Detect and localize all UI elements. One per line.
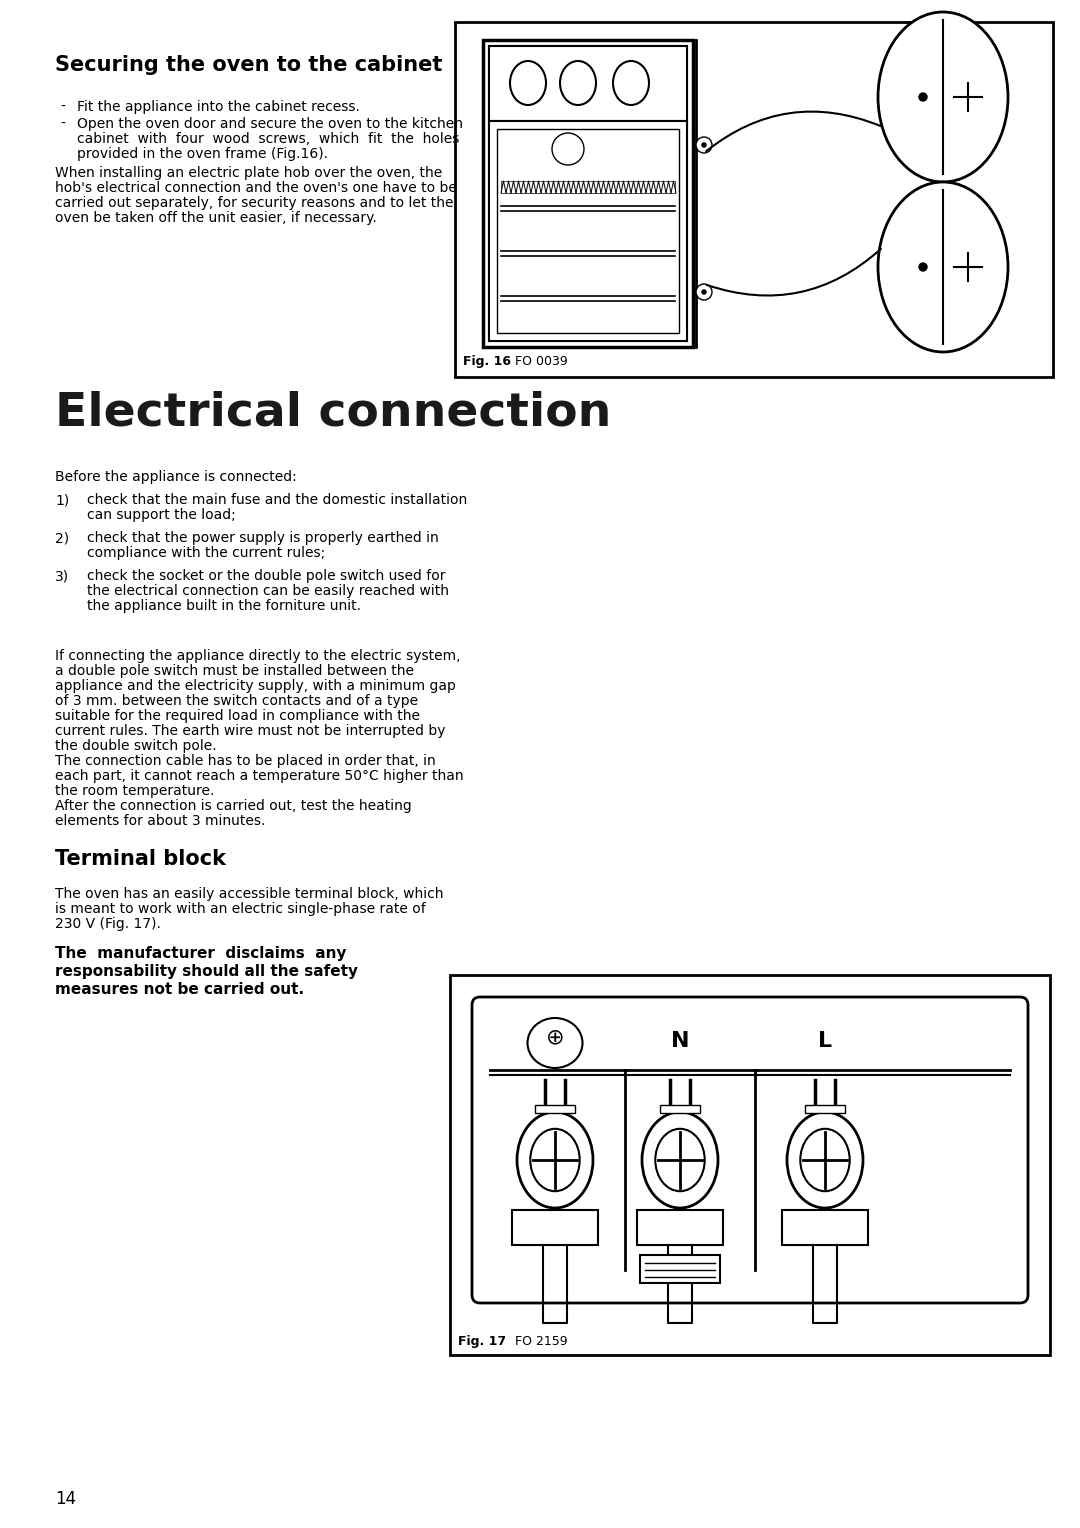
Text: The oven has an easily accessible terminal block, which: The oven has an easily accessible termin… xyxy=(55,886,444,902)
Bar xyxy=(489,46,687,341)
Text: After the connection is carried out, test the heating: After the connection is carried out, tes… xyxy=(55,799,411,813)
Bar xyxy=(640,1254,720,1284)
Text: the appliance built in the forniture unit.: the appliance built in the forniture uni… xyxy=(87,599,361,613)
Text: Fig. 17: Fig. 17 xyxy=(458,1335,507,1348)
Text: Open the oven door and secure the oven to the kitchen: Open the oven door and secure the oven t… xyxy=(77,118,463,131)
Ellipse shape xyxy=(561,61,596,105)
Text: 2): 2) xyxy=(55,532,69,545)
Text: -: - xyxy=(60,118,65,131)
Text: the electrical connection can be easily reached with: the electrical connection can be easily … xyxy=(87,584,449,597)
Bar xyxy=(455,21,1053,377)
Text: responsability should all the safety: responsability should all the safety xyxy=(55,964,357,979)
Text: -: - xyxy=(60,99,65,115)
Ellipse shape xyxy=(787,1112,863,1209)
Circle shape xyxy=(696,138,712,153)
Circle shape xyxy=(552,133,584,165)
Text: When installing an electric plate hob over the oven, the: When installing an electric plate hob ov… xyxy=(55,167,442,180)
Bar xyxy=(497,128,679,333)
Text: carried out separately, for security reasons and to let the: carried out separately, for security rea… xyxy=(55,196,454,209)
Text: each part, it cannot reach a temperature 50°C higher than: each part, it cannot reach a temperature… xyxy=(55,769,463,782)
Bar xyxy=(805,1105,845,1112)
Ellipse shape xyxy=(800,1129,850,1192)
Bar xyxy=(483,40,693,347)
Text: Before the appliance is connected:: Before the appliance is connected: xyxy=(55,471,297,484)
Circle shape xyxy=(702,290,706,293)
Bar xyxy=(450,975,1050,1355)
Text: appliance and the electricity supply, with a minimum gap: appliance and the electricity supply, wi… xyxy=(55,678,456,694)
Text: If connecting the appliance directly to the electric system,: If connecting the appliance directly to … xyxy=(55,649,460,663)
Bar xyxy=(660,1105,700,1112)
Text: a double pole switch must be installed between the: a double pole switch must be installed b… xyxy=(55,665,414,678)
Ellipse shape xyxy=(517,1112,593,1209)
Ellipse shape xyxy=(613,61,649,105)
Text: Terminal block: Terminal block xyxy=(55,850,226,869)
Text: Securing the oven to the cabinet: Securing the oven to the cabinet xyxy=(55,55,443,75)
Ellipse shape xyxy=(527,1018,582,1068)
Circle shape xyxy=(919,93,927,101)
Text: The connection cable has to be placed in order that, in: The connection cable has to be placed in… xyxy=(55,753,435,769)
Bar xyxy=(535,1105,575,1112)
Text: 3): 3) xyxy=(55,568,69,584)
Circle shape xyxy=(919,263,927,270)
Circle shape xyxy=(696,284,712,299)
Ellipse shape xyxy=(642,1112,718,1209)
Text: FO 0039: FO 0039 xyxy=(515,354,568,368)
Text: Fit the appliance into the cabinet recess.: Fit the appliance into the cabinet reces… xyxy=(77,99,360,115)
Circle shape xyxy=(702,144,706,147)
Ellipse shape xyxy=(510,61,546,105)
Text: The  manufacturer  disclaims  any: The manufacturer disclaims any xyxy=(55,946,347,961)
Text: 230 V (Fig. 17).: 230 V (Fig. 17). xyxy=(55,917,161,931)
Text: N: N xyxy=(671,1031,689,1051)
Ellipse shape xyxy=(656,1129,705,1192)
Bar xyxy=(637,1210,723,1245)
Text: elements for about 3 minutes.: elements for about 3 minutes. xyxy=(55,814,266,828)
Text: check that the main fuse and the domestic installation: check that the main fuse and the domesti… xyxy=(87,494,468,507)
Text: Fig. 16: Fig. 16 xyxy=(463,354,511,368)
Text: is meant to work with an electric single-phase rate of: is meant to work with an electric single… xyxy=(55,902,426,915)
FancyBboxPatch shape xyxy=(472,996,1028,1303)
Text: provided in the oven frame (Fig.16).: provided in the oven frame (Fig.16). xyxy=(77,147,328,160)
Text: 1): 1) xyxy=(55,494,69,507)
Text: suitable for the required load in compliance with the: suitable for the required load in compli… xyxy=(55,709,420,723)
Text: check that the power supply is properly earthed in: check that the power supply is properly … xyxy=(87,532,438,545)
Text: 14: 14 xyxy=(55,1490,76,1508)
Ellipse shape xyxy=(878,182,1008,351)
Text: Electrical connection: Electrical connection xyxy=(55,390,611,435)
Bar xyxy=(489,121,687,341)
Text: of 3 mm. between the switch contacts and of a type: of 3 mm. between the switch contacts and… xyxy=(55,694,418,707)
Bar xyxy=(512,1210,598,1245)
Text: oven be taken off the unit easier, if necessary.: oven be taken off the unit easier, if ne… xyxy=(55,211,377,225)
Bar xyxy=(489,46,687,121)
Text: cabinet  with  four  wood  screws,  which  fit  the  holes: cabinet with four wood screws, which fit… xyxy=(77,131,459,147)
Text: hob's electrical connection and the oven's one have to be: hob's electrical connection and the oven… xyxy=(55,180,457,196)
Text: measures not be carried out.: measures not be carried out. xyxy=(55,983,305,996)
Ellipse shape xyxy=(530,1129,580,1192)
Text: ⊕: ⊕ xyxy=(545,1027,565,1047)
Text: the room temperature.: the room temperature. xyxy=(55,784,214,798)
Text: FO 2159: FO 2159 xyxy=(515,1335,568,1348)
Text: can support the load;: can support the load; xyxy=(87,507,235,523)
Text: L: L xyxy=(818,1031,832,1051)
Text: current rules. The earth wire must not be interrupted by: current rules. The earth wire must not b… xyxy=(55,724,446,738)
Text: check the socket or the double pole switch used for: check the socket or the double pole swit… xyxy=(87,568,446,584)
Ellipse shape xyxy=(878,12,1008,182)
Bar xyxy=(501,180,675,193)
Text: compliance with the current rules;: compliance with the current rules; xyxy=(87,545,325,559)
Bar xyxy=(782,1210,868,1245)
Text: the double switch pole.: the double switch pole. xyxy=(55,740,217,753)
